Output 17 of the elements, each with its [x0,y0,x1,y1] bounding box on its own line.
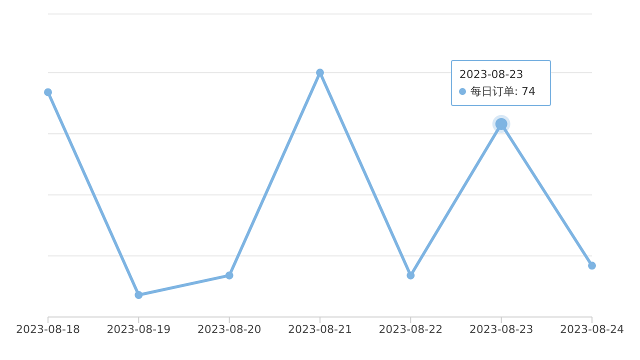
point [225,271,234,280]
point [44,88,52,96]
point [588,262,596,270]
x-tick-label: 2023-08-24 [560,322,624,336]
x-tick-label: 2023-08-21 [288,322,352,336]
x-tick-label: 2023-08-20 [197,322,262,336]
tooltip-box: 2023-08-23 每日订单: 74 [451,60,552,106]
x-tick-label: 2023-08-19 [106,322,171,336]
annotation: : 74 [514,84,536,98]
point [316,68,324,77]
legend-label: 每日订单 [470,84,514,98]
x-tick-label: 2023-08-22 [378,322,443,336]
point [134,291,143,300]
x-tick-label: 2023-08-23 [469,322,534,336]
x-tick-label: 2023-08-18 [16,322,80,336]
point [406,271,415,280]
annotation: 2023-08-23 [459,66,524,83]
